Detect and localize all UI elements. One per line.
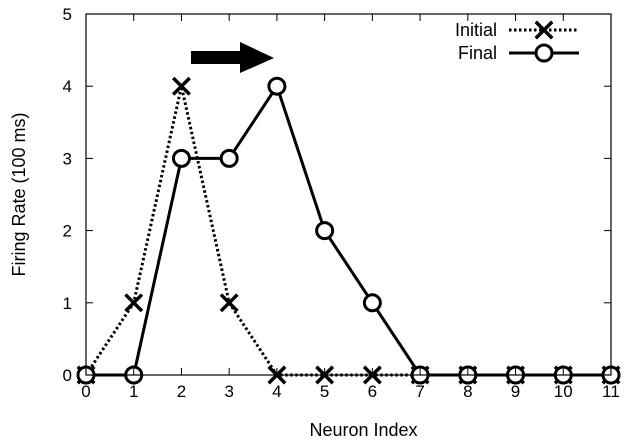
y-tick-label: 5 — [63, 5, 72, 24]
x-tick-label: 5 — [320, 382, 329, 401]
x-tick-label: 3 — [224, 382, 233, 401]
x-tick-label: 0 — [81, 382, 90, 401]
data-point-initial — [124, 293, 144, 313]
y-tick-label: 4 — [63, 77, 72, 96]
plot-frame — [85, 13, 612, 376]
x-tick-label: 10 — [554, 382, 573, 401]
x-tick-label: 11 — [602, 382, 620, 401]
y-axis-label: Firing Rate (100 ms) — [9, 112, 29, 276]
annotations — [191, 42, 274, 73]
x-tick-label: 6 — [368, 382, 377, 401]
data-point-final — [315, 221, 335, 241]
x-tick-label: 1 — [129, 382, 138, 401]
x-tick-label: 2 — [177, 382, 186, 401]
data-point-final — [267, 76, 287, 96]
plot-area — [76, 76, 621, 385]
data-point-final — [362, 293, 382, 313]
legend-label-initial: Initial — [455, 20, 497, 40]
series-line-final — [86, 82, 611, 377]
y-tick-label: 1 — [63, 294, 72, 313]
shift-arrow-icon — [191, 42, 274, 73]
x-tick-label: 9 — [511, 382, 520, 401]
legend-label-final: Final — [458, 43, 497, 63]
y-tick-label: 3 — [63, 149, 72, 168]
x-tick-label: 4 — [272, 382, 281, 401]
y-tick-label: 0 — [63, 366, 72, 385]
x-tick-label: 7 — [415, 382, 424, 401]
data-point-initial — [171, 76, 191, 96]
x-axis-label: Neuron Index — [309, 420, 417, 440]
data-point-final — [171, 148, 191, 168]
series-line-initial — [84, 85, 611, 377]
data-point-final — [219, 148, 239, 168]
legend: Initial Final — [455, 20, 579, 63]
legend-marker-initial — [534, 20, 554, 40]
data-point-initial — [219, 293, 239, 313]
axes: 0 1 2 3 4 5 6 7 8 9 10 11 0 1 2 3 4 5 Neuron Index Firing R… — [9, 5, 620, 440]
legend-marker-final — [534, 43, 554, 63]
y-tick-label: 2 — [63, 222, 72, 241]
x-tick-label: 8 — [463, 382, 472, 401]
